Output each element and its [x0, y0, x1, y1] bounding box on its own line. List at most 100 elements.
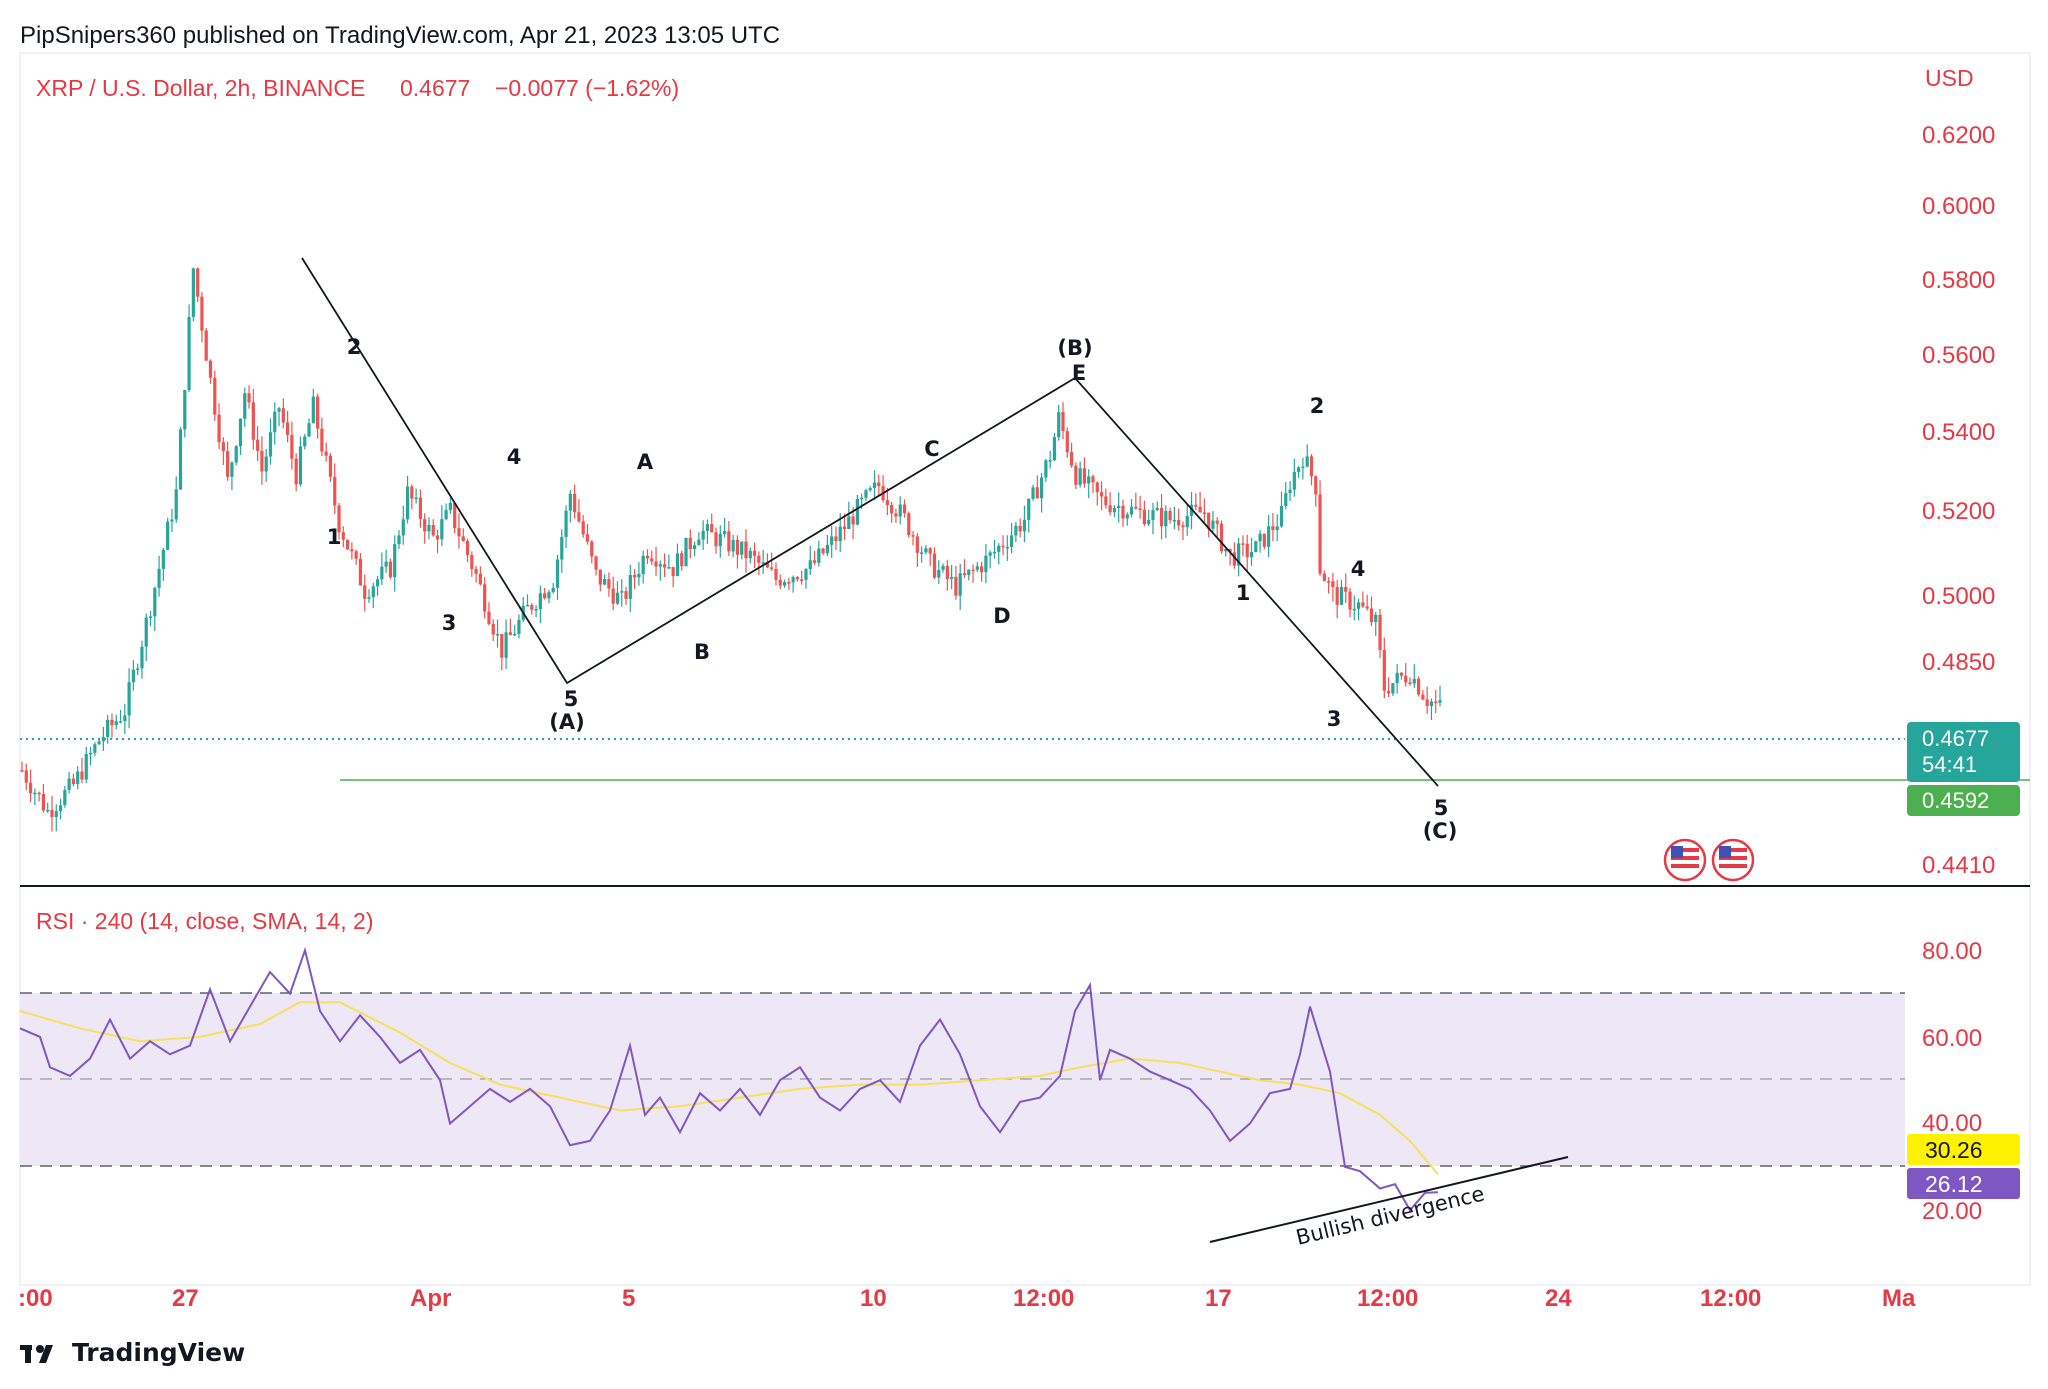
symbol-name: XRP / U.S. Dollar, 2h, BINANCE: [36, 75, 365, 101]
candle-body: [217, 414, 221, 443]
price-tick: 0.5200: [1922, 498, 1995, 525]
candle-body: [110, 719, 114, 726]
candle-body: [603, 579, 607, 585]
candle-body: [33, 792, 37, 795]
candle-body: [894, 513, 898, 517]
candle-body: [560, 536, 564, 560]
candle-body: [50, 809, 54, 818]
candle-body: [1189, 504, 1194, 516]
candle-body: [1219, 523, 1224, 552]
price-axis[interactable]: 0.6200 0.6000 0.5800 0.5600 0.5400 0.520…: [1922, 122, 1995, 879]
candle-body: [1322, 573, 1326, 582]
candle-body: [483, 584, 487, 612]
time-axis[interactable]: :00 27 Apr 5 10 12:00 17 12:00 24 12:00 …: [18, 1285, 1916, 1312]
candle-body: [620, 591, 624, 593]
candle-body: [1309, 456, 1314, 477]
candle-body: [1412, 678, 1416, 684]
candle-body: [256, 439, 260, 451]
candle-body: [54, 811, 58, 818]
candle-body: [371, 586, 375, 598]
candle-body: [915, 536, 919, 553]
wave-lines[interactable]: [301, 257, 1439, 787]
candle-body: [1061, 412, 1065, 432]
candle-body: [517, 619, 521, 634]
candle-body: [992, 551, 997, 554]
candle-body: [971, 569, 975, 572]
candle-body: [962, 573, 967, 576]
candle-body: [341, 532, 345, 540]
rsi-tick: 20.00: [1922, 1198, 1982, 1225]
time-tick: 17: [1205, 1285, 1232, 1312]
candle-body: [191, 268, 195, 318]
candle-body: [997, 545, 1001, 552]
candle-body: [555, 559, 560, 588]
candle-body: [1331, 581, 1335, 588]
candle-body: [581, 521, 585, 535]
time-tick: Apr: [410, 1285, 451, 1312]
candle-body: [273, 411, 277, 433]
rsi-axis[interactable]: 80.00 60.00 40.00 20.00: [1922, 938, 1982, 1225]
candle-body: [1138, 508, 1142, 510]
candle-body: [127, 682, 131, 716]
candle-body: [650, 558, 654, 562]
candle-body: [247, 393, 251, 403]
candle-body: [787, 582, 791, 584]
candle-body: [641, 555, 645, 575]
us-flag-icon[interactable]: [1711, 838, 1755, 882]
candle-body: [645, 555, 650, 559]
candle-body: [727, 531, 731, 552]
candle-body: [924, 548, 928, 553]
wave-label: 2: [347, 335, 362, 359]
tradingview-logo[interactable]: TradingView: [20, 1338, 245, 1367]
candle-body: [1065, 431, 1069, 453]
candle-body: [337, 505, 341, 533]
candle-body: [547, 592, 551, 599]
divergence-line[interactable]: [1209, 1156, 1569, 1243]
candle-body: [1408, 682, 1412, 684]
candle-body: [1365, 606, 1369, 609]
candle-body: [898, 504, 902, 517]
candle-body: [675, 553, 680, 577]
candle-body: [860, 497, 864, 500]
candle-body: [41, 794, 46, 811]
candle-body: [388, 561, 393, 578]
candle-body: [136, 668, 140, 670]
candle-body: [397, 535, 401, 545]
currency-label: USD: [1925, 65, 1974, 91]
us-flag-icon[interactable]: [1663, 838, 1707, 882]
candle-body: [1112, 508, 1117, 513]
candle-body: [1091, 476, 1095, 483]
candle-body: [187, 317, 191, 391]
candle-body: [46, 809, 50, 812]
candle-body: [1048, 460, 1052, 462]
wave-label: E: [1072, 361, 1086, 385]
candle-body: [800, 579, 804, 581]
candle-body: [157, 568, 161, 588]
candle-body: [166, 521, 170, 550]
candle-body: [380, 566, 384, 580]
candle-body: [937, 569, 941, 578]
symbol-legend[interactable]: XRP / U.S. Dollar, 2h, BINANCE 0.4677 −0…: [36, 75, 679, 101]
candle-body: [448, 502, 452, 511]
candle-body: [778, 579, 782, 586]
candle-body: [1395, 672, 1399, 684]
candle-body: [662, 564, 667, 568]
candle-body: [1245, 543, 1249, 558]
candle-body: [530, 604, 534, 610]
rsi-sma-badge: 30.26: [1907, 1134, 2020, 1165]
rsi-legend[interactable]: RSI · 240 (14, close, SMA, 14, 2): [36, 908, 373, 934]
candle-body: [375, 579, 380, 587]
candle-body: [213, 377, 217, 415]
candle-body: [367, 597, 371, 599]
wave-label: 5: [564, 687, 579, 711]
candle-body: [1357, 602, 1361, 609]
candle-body: [731, 539, 735, 552]
candle-body: [260, 450, 264, 472]
candle-body: [1185, 515, 1189, 528]
rsi-tick: 60.00: [1922, 1025, 1982, 1052]
candle-body: [58, 805, 63, 812]
candle-body: [757, 555, 761, 563]
last-price-legend: 0.4677: [400, 75, 470, 101]
candle-body: [1254, 541, 1258, 553]
